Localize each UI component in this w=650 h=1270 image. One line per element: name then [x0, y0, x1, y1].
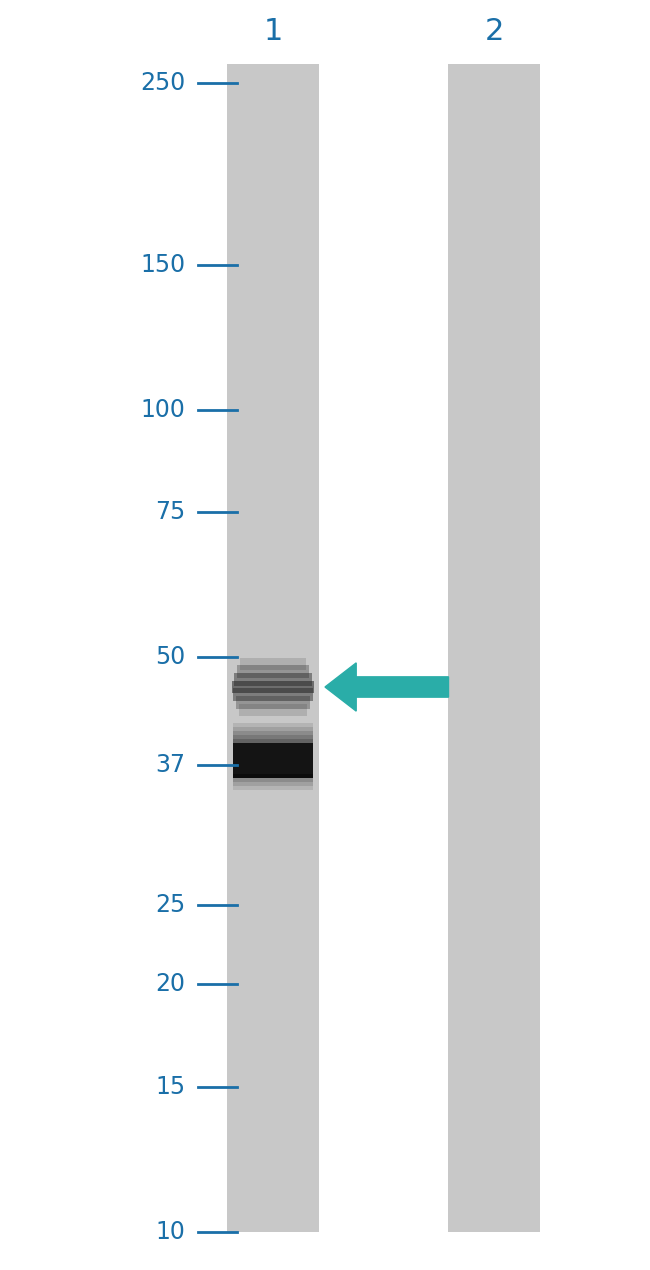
Bar — [233, 728, 313, 732]
Bar — [233, 779, 313, 782]
Text: 10: 10 — [155, 1220, 185, 1243]
Text: 20: 20 — [155, 973, 185, 997]
Bar — [237, 665, 309, 678]
Bar — [227, 64, 318, 1232]
Bar — [240, 658, 306, 671]
Bar — [236, 696, 310, 709]
Bar — [448, 64, 540, 1232]
Bar — [233, 743, 313, 779]
Bar — [239, 704, 307, 716]
Text: 250: 250 — [140, 71, 185, 94]
Text: 1: 1 — [263, 18, 283, 46]
Bar — [233, 775, 313, 779]
Bar — [233, 786, 313, 790]
Bar — [234, 673, 312, 686]
Text: 75: 75 — [155, 500, 185, 525]
Text: 150: 150 — [140, 253, 185, 277]
Text: 50: 50 — [155, 645, 185, 669]
FancyArrow shape — [325, 663, 448, 711]
Bar — [233, 735, 313, 739]
Bar — [233, 724, 313, 728]
Text: 37: 37 — [155, 753, 185, 777]
Text: 100: 100 — [140, 398, 185, 422]
Bar — [233, 782, 313, 786]
Bar — [232, 681, 314, 693]
Bar — [233, 688, 313, 701]
Bar — [233, 732, 313, 735]
Text: 15: 15 — [155, 1076, 185, 1099]
Bar — [233, 739, 313, 743]
Text: 2: 2 — [484, 18, 504, 46]
Text: 25: 25 — [155, 893, 185, 917]
